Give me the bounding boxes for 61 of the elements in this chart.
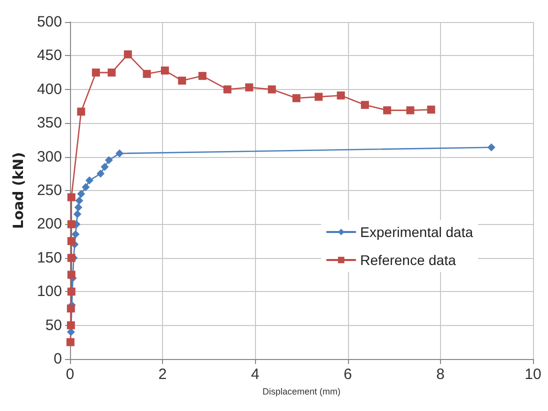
point <box>66 321 75 330</box>
point <box>116 149 124 158</box>
point <box>406 106 414 114</box>
point <box>67 254 76 262</box>
point <box>223 85 232 94</box>
x-tick-label: 6 <box>344 366 352 383</box>
y-tick-label: 100 <box>36 283 62 300</box>
point <box>74 203 82 212</box>
point <box>67 270 76 279</box>
x-tick-label: 8 <box>436 366 445 383</box>
point <box>72 230 80 238</box>
point <box>67 193 76 202</box>
point <box>178 76 186 85</box>
y-tick-label: 450 <box>36 47 62 64</box>
y-tick-label: 300 <box>36 148 62 166</box>
point <box>67 237 76 246</box>
point <box>92 68 100 77</box>
point <box>67 220 76 228</box>
point <box>100 162 109 171</box>
point <box>198 72 206 80</box>
point <box>124 50 132 58</box>
point <box>314 92 323 101</box>
y-axis-title: Load (kN) <box>11 152 28 229</box>
point <box>142 70 151 78</box>
point <box>96 170 105 178</box>
point <box>77 190 86 198</box>
y-tick-label: 150 <box>36 249 62 266</box>
x-axis-title: Displacement (mm) <box>262 386 341 396</box>
point <box>160 66 169 75</box>
point <box>108 68 116 77</box>
x-tick-label: 10 <box>524 366 542 383</box>
point <box>66 338 74 346</box>
point <box>360 100 369 109</box>
point <box>82 183 90 192</box>
point <box>383 106 392 114</box>
point <box>85 176 94 184</box>
point <box>245 83 254 92</box>
y-tick-label: 200 <box>36 216 62 233</box>
y-tick-label: 0 <box>54 350 62 368</box>
x-tick-label: 2 <box>158 366 167 383</box>
point <box>66 328 75 336</box>
point <box>66 304 75 312</box>
point <box>336 91 345 100</box>
point <box>77 108 86 116</box>
x-tick-label: 0 <box>66 366 74 383</box>
y-tick-label: 350 <box>36 114 62 132</box>
point <box>292 94 300 102</box>
y-tick-label: 500 <box>36 14 62 30</box>
point <box>73 210 82 218</box>
point <box>487 143 496 152</box>
legend-label: Reference data <box>360 252 456 268</box>
legend-label: Experimental data <box>360 224 474 240</box>
point <box>268 85 276 94</box>
point <box>427 106 436 114</box>
y-tick-label: 50 <box>45 316 62 334</box>
y-tick-label: 400 <box>36 80 62 98</box>
x-tick-label: 4 <box>251 366 260 383</box>
point <box>75 196 84 205</box>
point <box>104 156 113 164</box>
y-tick-label: 250 <box>36 182 62 199</box>
point <box>67 288 76 296</box>
